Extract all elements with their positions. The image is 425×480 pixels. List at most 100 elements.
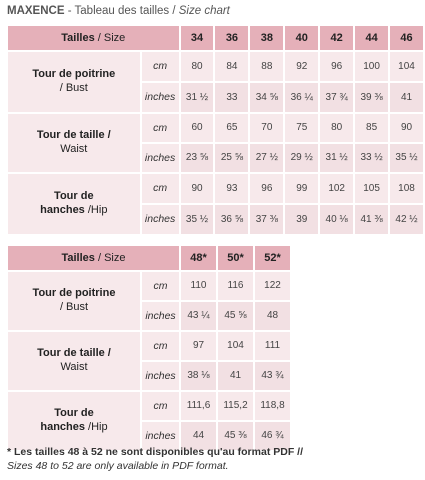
size-header-en: / Size xyxy=(94,31,126,44)
category-en: / Bust xyxy=(59,82,88,94)
value-cell: 80 xyxy=(180,52,214,81)
table-row: Tour de hanches /Hip cm 111,6 115,2 118,8 xyxy=(8,392,290,450)
value-cell: 102 xyxy=(320,174,354,203)
unit-cm: cm xyxy=(141,52,179,81)
value-cell: 115,2 xyxy=(218,392,253,420)
value-cell: 90 xyxy=(390,114,423,142)
size-col-header: 48* xyxy=(181,246,216,270)
value-cell: 45 ⅝ xyxy=(218,302,253,330)
category-en: / Bust xyxy=(59,301,89,313)
category-fr: Tour de xyxy=(54,190,94,203)
table-row: inches 44 45 ⅜ 46 ¾ xyxy=(8,422,290,450)
value-cell: 42 ½ xyxy=(390,205,423,234)
value-cell: 36 ¼ xyxy=(285,83,319,112)
size-header-label: Tailles / Size xyxy=(8,246,179,270)
value-cell: 85 xyxy=(355,114,389,142)
pdf-availability-note: * Les tailles 48 à 52 ne sont disponible… xyxy=(7,445,422,473)
category-waist: Tour de taille / Waist xyxy=(8,332,140,390)
value-cell: 97 xyxy=(181,332,216,360)
value-cell: 33 ½ xyxy=(355,144,389,172)
value-cell: 108 xyxy=(390,174,423,203)
value-cell: 70 xyxy=(250,114,284,142)
table-row: inches 31 ½ 33 34 ⅝ 36 ¼ 37 ¾ 39 ⅜ 41 xyxy=(8,83,423,112)
table-row: Tour de taille / Waist cm 97 104 111 xyxy=(8,332,290,390)
value-cell: 39 xyxy=(285,205,319,234)
table-row: Tour de hanches /Hip cm 90 93 96 99 102 1… xyxy=(8,174,423,234)
value-cell: 37 ¾ xyxy=(320,83,354,112)
category-fr-2: hanches xyxy=(40,421,85,433)
value-cell: 34 ⅝ xyxy=(250,83,284,112)
title-separator: - xyxy=(64,5,75,17)
value-cell: 48 xyxy=(255,302,290,330)
size-header-fr: Tailles xyxy=(61,251,95,264)
size-header-label: Tailles / Size xyxy=(8,26,179,50)
table-row: Tour de taille / Waist cm 60 65 70 75 80 … xyxy=(8,114,423,172)
value-cell: 116 xyxy=(218,272,253,300)
category-bust: Tour de poitrine / Bust xyxy=(8,52,140,112)
category-fr: Tour de taille / xyxy=(37,347,111,360)
table-row: inches 38 ⅛ 41 43 ¾ xyxy=(8,362,290,390)
value-cell: 43 ¾ xyxy=(255,362,290,390)
value-cell: 45 ⅜ xyxy=(218,422,253,450)
value-cell: 111,6 xyxy=(181,392,216,420)
category-bust: Tour de poitrine / Bust xyxy=(8,272,140,330)
size-col-header: 34 xyxy=(180,26,214,50)
category-fr: Tour de xyxy=(54,407,94,420)
category-fr-2: hanches xyxy=(40,204,85,216)
category-en: Waist xyxy=(60,361,88,373)
title-en: Size chart xyxy=(178,5,230,17)
value-cell: 38 ⅛ xyxy=(181,362,216,390)
category-en: /Hip xyxy=(85,421,108,433)
brand-name: MAXENCE xyxy=(7,5,65,17)
size-col-header: 52* xyxy=(255,246,290,270)
value-cell: 41 xyxy=(218,362,253,390)
value-cell: 100 xyxy=(355,52,389,81)
value-cell: 92 xyxy=(285,52,319,81)
unit-inches: inches xyxy=(141,144,179,172)
unit-inches: inches xyxy=(142,422,179,450)
value-cell: 31 ½ xyxy=(320,144,354,172)
size-col-header: 40 xyxy=(285,26,319,50)
unit-inches: inches xyxy=(142,362,179,390)
value-cell: 37 ⅜ xyxy=(250,205,284,234)
value-cell: 118,8 xyxy=(255,392,290,420)
size-col-header: 50* xyxy=(218,246,253,270)
category-en: /Hip xyxy=(84,204,108,216)
value-cell: 96 xyxy=(250,174,284,203)
value-cell: 99 xyxy=(285,174,319,203)
value-cell: 104 xyxy=(218,332,253,360)
note-en: Sizes 48 to 52 are only available in PDF… xyxy=(7,460,229,473)
unit-cm: cm xyxy=(142,392,179,420)
unit-cm: cm xyxy=(141,174,179,203)
value-cell: 60 xyxy=(180,114,214,142)
value-cell: 39 ⅜ xyxy=(355,83,389,112)
value-cell: 36 ⅝ xyxy=(215,205,249,234)
table-row: inches 23 ⅝ 25 ⅝ 27 ½ 29 ½ 31 ½ 33 ½ 35 … xyxy=(8,144,423,172)
value-cell: 104 xyxy=(390,52,423,81)
value-cell: 110 xyxy=(181,272,216,300)
value-cell: 25 ⅝ xyxy=(215,144,249,172)
size-table-pdf-only: Tailles / Size 48* 50* 52* Tour de poitr… xyxy=(6,244,292,452)
category-fr: Tour de taille / xyxy=(36,129,111,142)
table-row: Tour de poitrine / Bust cm 110 116 122 xyxy=(8,272,290,330)
value-cell: 88 xyxy=(250,52,284,81)
size-col-header: 36 xyxy=(215,26,249,50)
category-waist: Tour de taille / Waist xyxy=(8,114,140,172)
unit-cm: cm xyxy=(142,332,179,360)
title-slash: / xyxy=(169,5,179,17)
value-cell: 65 xyxy=(215,114,249,142)
value-cell: 41 ⅜ xyxy=(355,205,389,234)
value-cell: 96 xyxy=(320,52,354,81)
category-hip: Tour de hanches /Hip xyxy=(8,392,140,450)
value-cell: 122 xyxy=(255,272,290,300)
value-cell: 46 ¾ xyxy=(255,422,290,450)
category-fr: Tour de poitrine xyxy=(32,68,116,81)
table-row: inches 35 ½ 36 ⅝ 37 ⅜ 39 40 ⅛ 41 ⅜ 42 ½ xyxy=(8,205,423,234)
note-fr: * Les tailles 48 à 52 ne sont disponible… xyxy=(7,446,303,458)
size-col-header: 42 xyxy=(320,26,354,50)
size-col-header: 44 xyxy=(355,26,389,50)
size-col-header: 46 xyxy=(390,26,423,50)
table-row: inches 43 ¼ 45 ⅝ 48 xyxy=(8,302,290,330)
value-cell: 93 xyxy=(215,174,249,203)
value-cell: 75 xyxy=(285,114,319,142)
